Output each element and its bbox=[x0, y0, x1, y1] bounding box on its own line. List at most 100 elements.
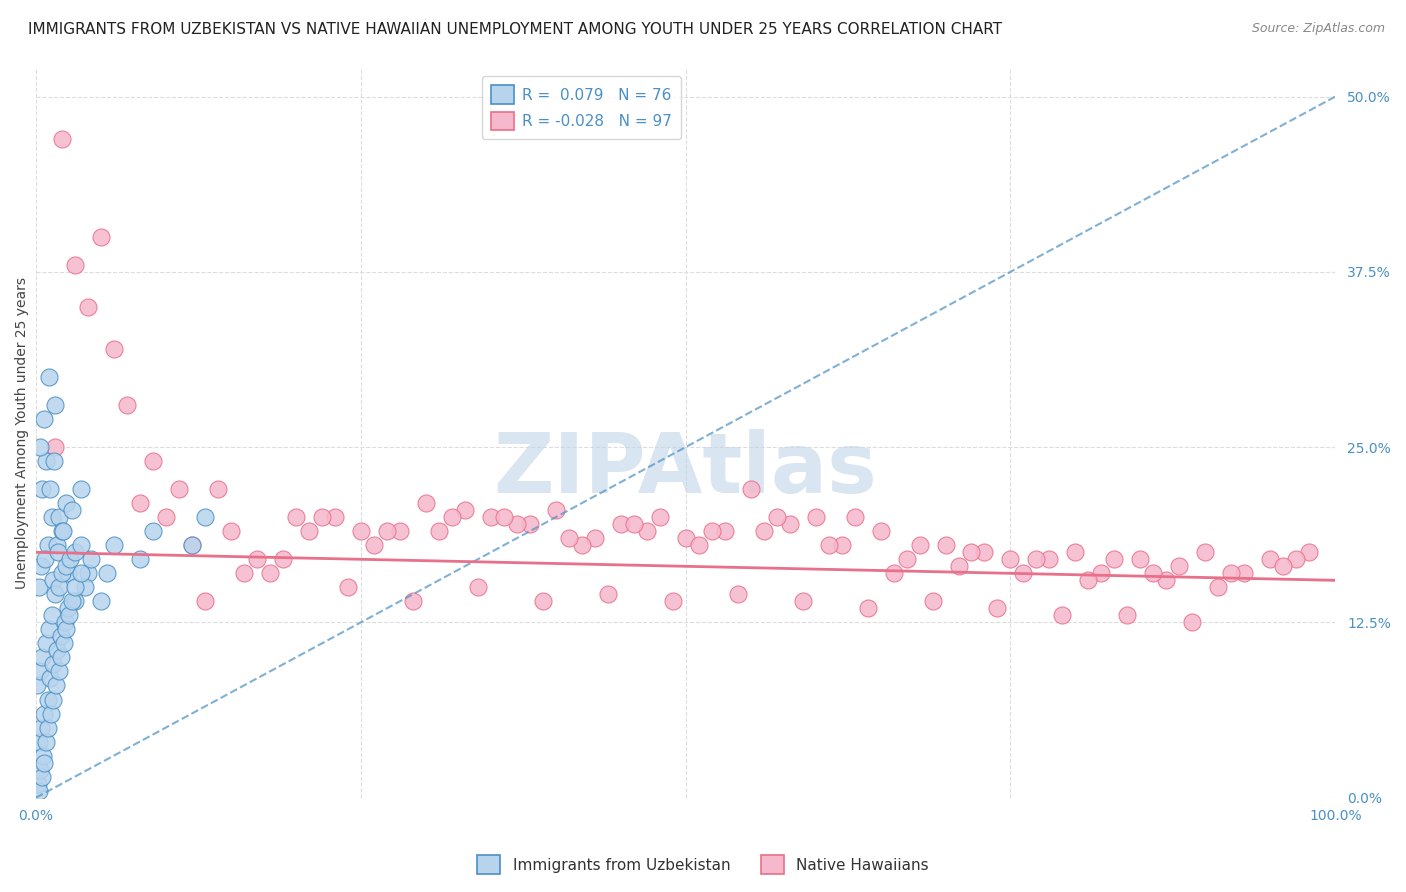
Point bbox=[58, 566, 80, 581]
Point bbox=[28, 665, 51, 679]
Point bbox=[48, 665, 70, 679]
Point bbox=[479, 510, 502, 524]
Point bbox=[46, 545, 69, 559]
Point bbox=[42, 574, 65, 588]
Legend: R =  0.079   N = 76, R = -0.028   N = 97: R = 0.079 N = 76, R = -0.028 N = 97 bbox=[482, 76, 681, 139]
Point bbox=[39, 482, 62, 496]
Point bbox=[921, 594, 943, 608]
Point bbox=[31, 482, 53, 496]
Point bbox=[34, 756, 56, 770]
Point bbox=[37, 692, 59, 706]
Point bbox=[246, 552, 269, 566]
Point bbox=[34, 734, 56, 748]
Point bbox=[142, 454, 165, 468]
Point bbox=[60, 594, 83, 608]
Point bbox=[96, 566, 118, 581]
Point bbox=[194, 510, 217, 524]
Point bbox=[1142, 566, 1164, 581]
Point bbox=[32, 706, 55, 721]
Point bbox=[765, 510, 787, 524]
Point bbox=[27, 777, 49, 791]
Point bbox=[896, 552, 918, 566]
Point bbox=[180, 538, 202, 552]
Point bbox=[727, 587, 749, 601]
Point bbox=[128, 552, 150, 566]
Point bbox=[32, 412, 55, 426]
Point bbox=[519, 517, 541, 532]
Point bbox=[32, 748, 55, 763]
Point bbox=[41, 510, 63, 524]
Point bbox=[38, 623, 60, 637]
Point bbox=[142, 524, 165, 539]
Point bbox=[45, 643, 67, 657]
Point bbox=[700, 524, 723, 539]
Point bbox=[70, 538, 93, 552]
Legend: Immigrants from Uzbekistan, Native Hawaiians: Immigrants from Uzbekistan, Native Hawai… bbox=[471, 849, 935, 880]
Point bbox=[571, 538, 593, 552]
Point bbox=[37, 538, 59, 552]
Point bbox=[1168, 559, 1191, 574]
Point bbox=[1104, 552, 1126, 566]
Point bbox=[636, 524, 658, 539]
Point bbox=[59, 552, 82, 566]
Point bbox=[713, 524, 735, 539]
Point bbox=[30, 763, 52, 777]
Point bbox=[45, 538, 67, 552]
Point bbox=[27, 580, 49, 594]
Point bbox=[31, 770, 53, 784]
Point bbox=[1220, 566, 1243, 581]
Point bbox=[103, 538, 125, 552]
Point bbox=[155, 510, 177, 524]
Point bbox=[311, 510, 333, 524]
Point bbox=[51, 650, 73, 665]
Point bbox=[363, 538, 385, 552]
Point bbox=[55, 496, 77, 510]
Point bbox=[869, 524, 891, 539]
Point bbox=[271, 552, 294, 566]
Point bbox=[467, 580, 489, 594]
Point bbox=[42, 657, 65, 672]
Point bbox=[41, 608, 63, 623]
Point bbox=[44, 440, 66, 454]
Point bbox=[388, 524, 411, 539]
Point bbox=[44, 587, 66, 601]
Point bbox=[596, 587, 619, 601]
Text: IMMIGRANTS FROM UZBEKISTAN VS NATIVE HAWAIIAN UNEMPLOYMENT AMONG YOUTH UNDER 25 : IMMIGRANTS FROM UZBEKISTAN VS NATIVE HAW… bbox=[28, 22, 1002, 37]
Point bbox=[1116, 608, 1139, 623]
Point bbox=[883, 566, 905, 581]
Point bbox=[45, 678, 67, 692]
Point bbox=[77, 566, 100, 581]
Point bbox=[1077, 574, 1099, 588]
Point bbox=[336, 580, 359, 594]
Point bbox=[219, 524, 242, 539]
Point bbox=[440, 510, 463, 524]
Point bbox=[298, 524, 321, 539]
Point bbox=[63, 594, 86, 608]
Point bbox=[90, 594, 112, 608]
Point bbox=[1129, 552, 1152, 566]
Point bbox=[259, 566, 281, 581]
Point bbox=[79, 552, 101, 566]
Point bbox=[492, 510, 515, 524]
Point bbox=[831, 538, 853, 552]
Point bbox=[77, 300, 100, 314]
Point bbox=[752, 524, 775, 539]
Point bbox=[779, 517, 801, 532]
Point bbox=[103, 342, 125, 356]
Point bbox=[688, 538, 710, 552]
Point bbox=[557, 531, 579, 545]
Text: ZIPAtlas: ZIPAtlas bbox=[494, 429, 877, 510]
Point bbox=[49, 629, 72, 643]
Point bbox=[48, 510, 70, 524]
Point bbox=[70, 566, 93, 581]
Point bbox=[63, 258, 86, 272]
Point bbox=[609, 517, 631, 532]
Point bbox=[232, 566, 254, 581]
Point bbox=[70, 482, 93, 496]
Point bbox=[973, 545, 995, 559]
Point bbox=[39, 706, 62, 721]
Point bbox=[1064, 545, 1087, 559]
Point bbox=[51, 524, 73, 539]
Point bbox=[60, 503, 83, 517]
Point bbox=[44, 398, 66, 412]
